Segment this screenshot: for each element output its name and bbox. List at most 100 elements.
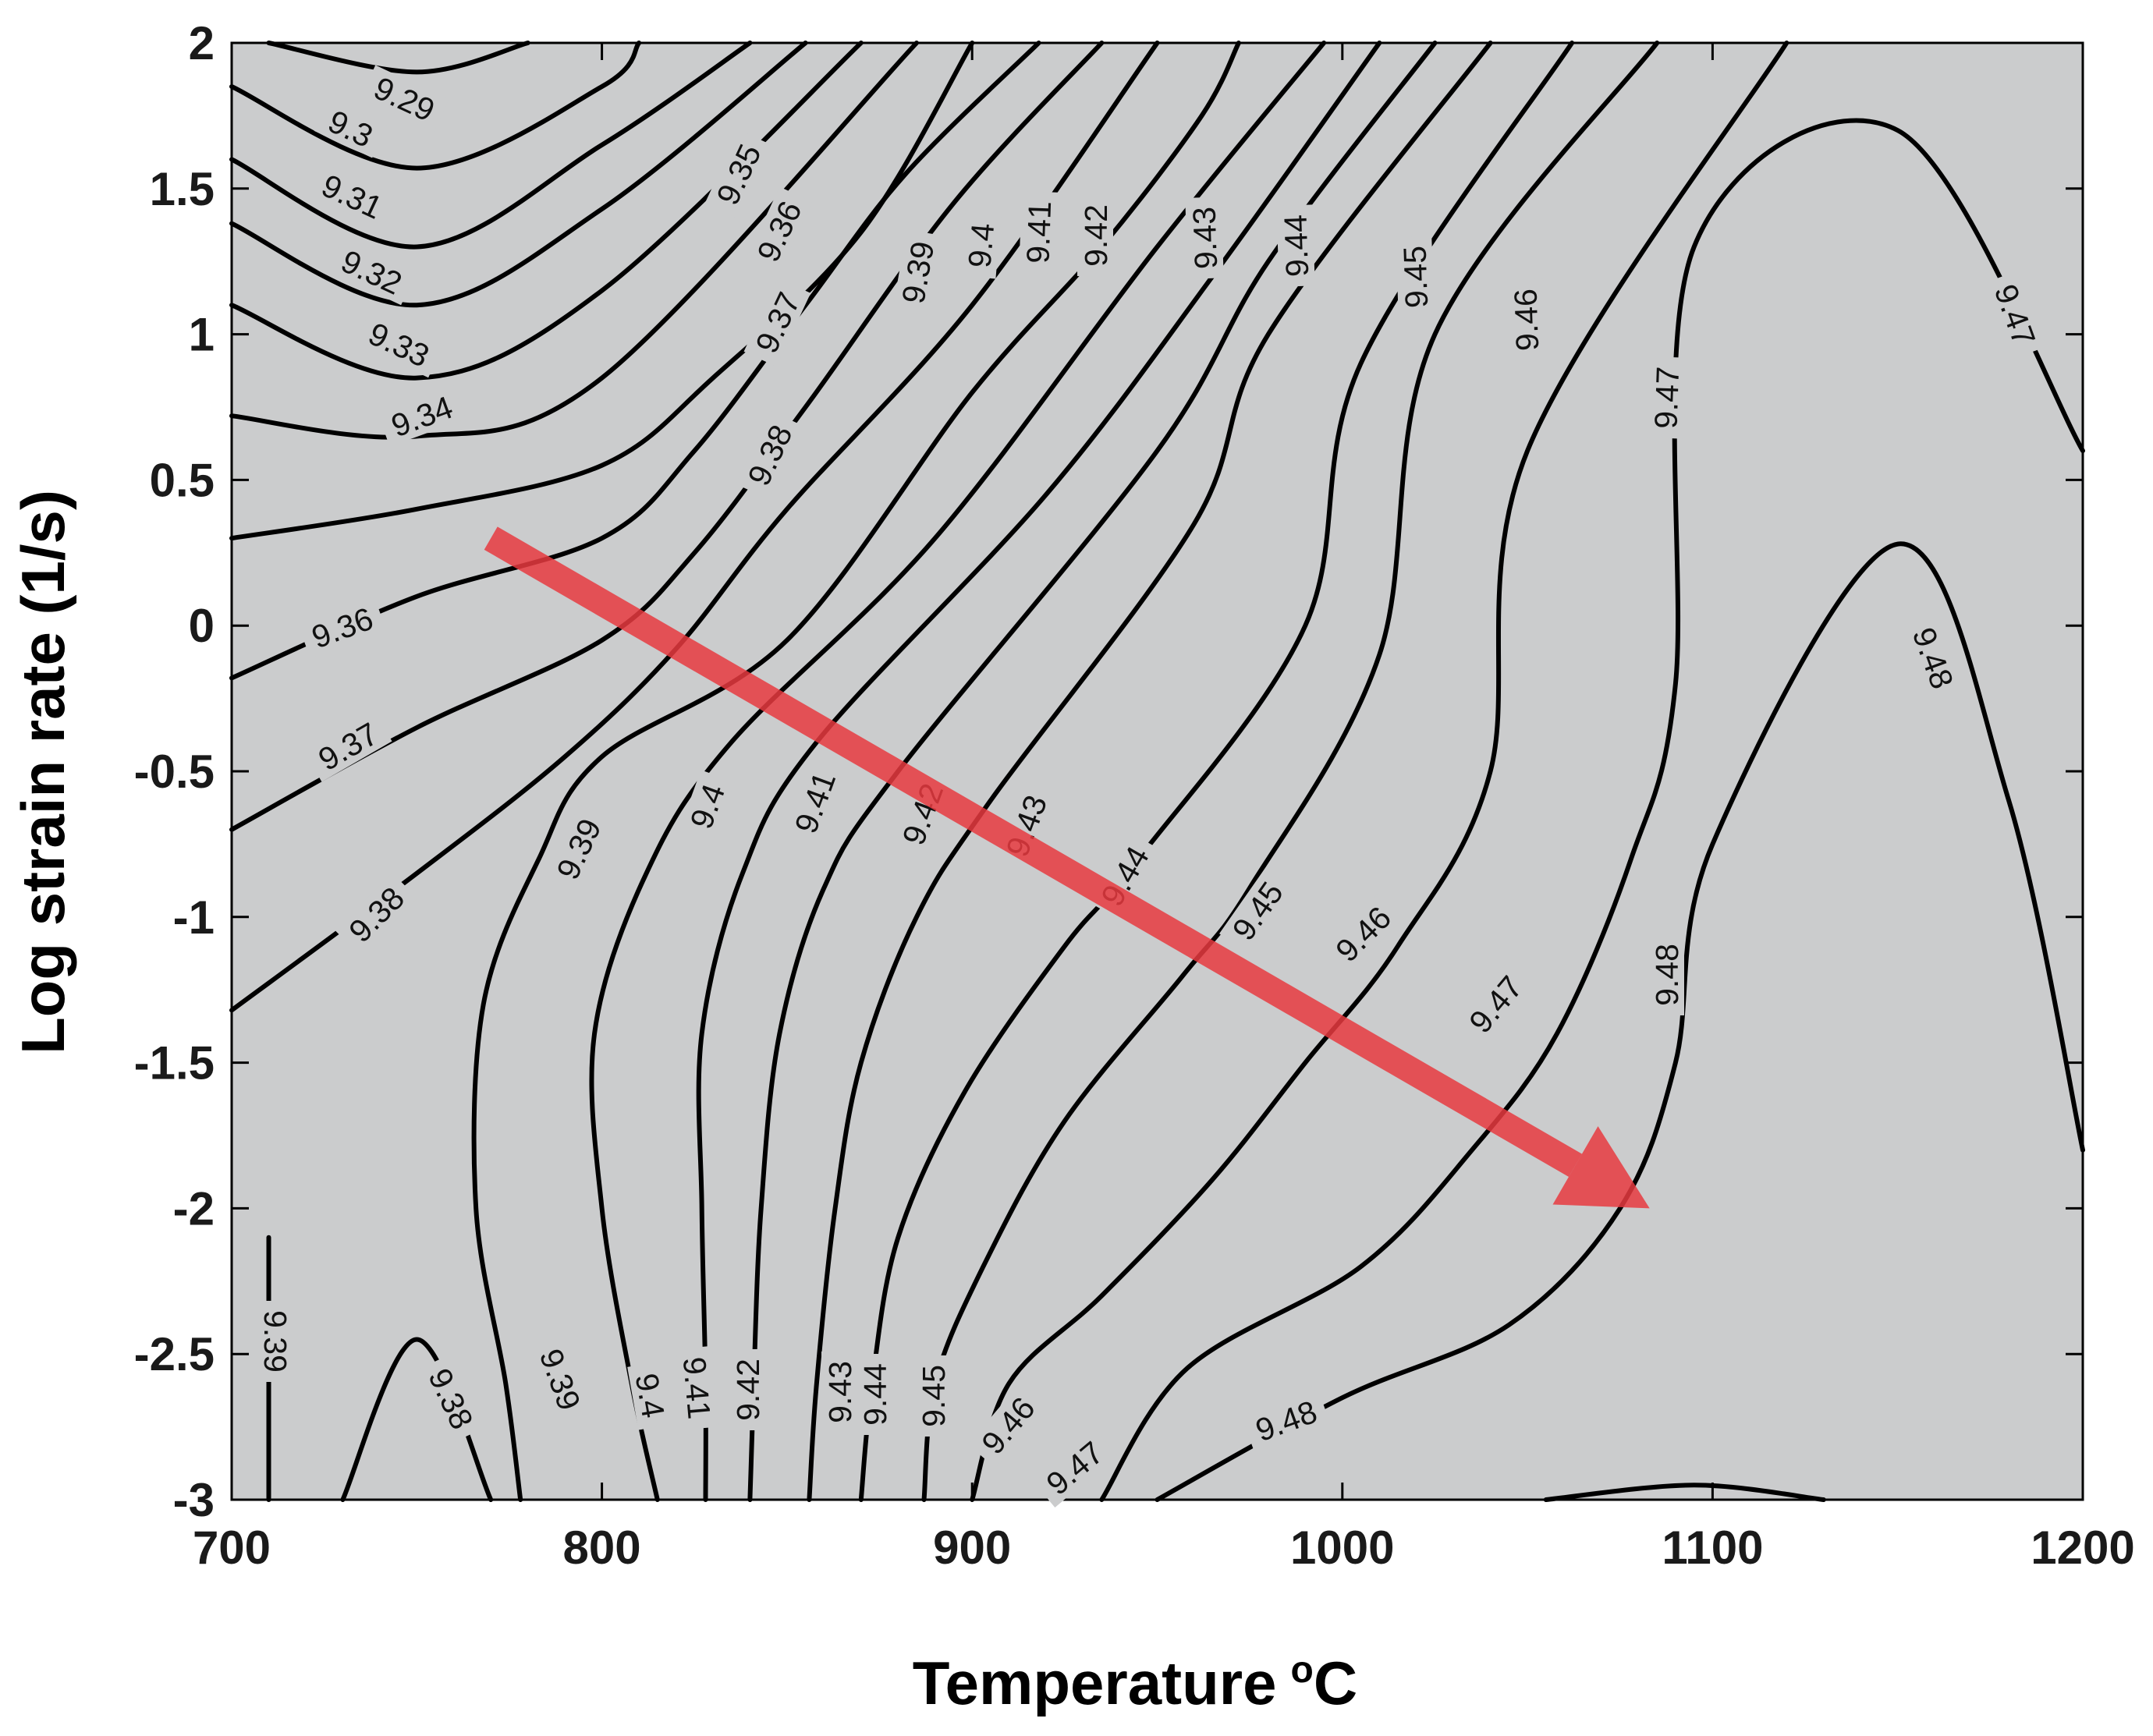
contour-label-18: 9.47 — [1647, 356, 1686, 439]
arrow-head — [1552, 1126, 1650, 1209]
contour-label-gap — [307, 162, 397, 230]
contour-line-8 — [229, 41, 1105, 832]
contour-label-gap — [314, 98, 388, 158]
contour-label-gap — [704, 129, 772, 219]
contour-label-text: 9.46 — [1507, 288, 1545, 351]
contour-label-gap — [1219, 866, 1296, 955]
contour-label-gap — [679, 770, 735, 843]
contour-line-14 — [696, 41, 1382, 1502]
y-tick-label: -2.5 — [134, 1328, 215, 1380]
contour-label-gap — [377, 384, 466, 447]
contour-label-gap — [1185, 197, 1224, 279]
trend-arrow — [484, 526, 1650, 1209]
y-tick-label: 1 — [189, 309, 215, 361]
contour-label-text: 9.43 — [822, 1361, 858, 1423]
x-tick-label: 900 — [933, 1522, 1011, 1574]
y-tick-label: 2 — [189, 17, 215, 69]
contour-line-16 — [807, 41, 1493, 1502]
contour-label-24: 9.4 — [679, 770, 735, 843]
contour-label-43: 9.46 — [967, 1382, 1048, 1469]
contour-label-gap — [335, 873, 418, 956]
contour-label-11: 9.4 — [959, 211, 1002, 279]
contour-label-gap — [544, 804, 612, 894]
contour-line-1 — [266, 41, 530, 75]
arrow-shaft — [484, 526, 1583, 1178]
contour-label-gap — [676, 1345, 719, 1430]
contour-label-gap — [736, 410, 803, 500]
x-tick-label: 1200 — [2031, 1522, 2134, 1574]
contour-line-5 — [229, 41, 919, 440]
contour-label-gap — [417, 1354, 485, 1444]
contour-label-42: 9.45 — [915, 1355, 952, 1437]
contour-label-gap — [1648, 934, 1684, 1015]
contour-label-15: 9.44 — [1276, 204, 1315, 287]
y-tick-label: -3 — [173, 1474, 215, 1526]
contour-label-gap — [327, 238, 417, 306]
x-tick-label: 1000 — [1290, 1522, 1394, 1574]
contour-label-40: 9.43 — [821, 1352, 858, 1433]
contour-label-gap — [743, 278, 811, 367]
contour-label-text: 9.48 — [1649, 944, 1685, 1006]
y-tick-label: -1.5 — [134, 1037, 215, 1089]
contour-label-37: 9.4 — [627, 1360, 674, 1430]
y-tick-label: 1.5 — [150, 163, 215, 215]
contour-label-gap — [1647, 356, 1686, 439]
contour-label-gap — [1903, 613, 1965, 703]
contour-label-gap — [530, 1334, 592, 1424]
contour-label-22: 9.38 — [335, 873, 418, 956]
contour-line-18 — [921, 41, 1660, 1502]
contour-label-gap — [258, 1301, 294, 1382]
y-axis-ticks: 2 1.5 1 0.5 0 -0.5 -1 -1.5 -2 -2.5 -3 — [134, 17, 2083, 1526]
contour-label-gap — [745, 186, 813, 276]
contour-label-gap — [1077, 195, 1113, 276]
contour-line-11 — [340, 1337, 494, 1502]
contour-label-12: 9.41 — [1019, 191, 1058, 274]
x-axis-label-degree: o — [1291, 1649, 1314, 1691]
contour-label-text: 9.42 — [730, 1359, 766, 1421]
contour-label-gap — [1506, 278, 1545, 361]
contour-label-gap — [1396, 236, 1435, 318]
contour-label-text: 9.42 — [1078, 204, 1114, 267]
contour-label-gap — [1276, 204, 1315, 287]
x-axis-ticks: 700 800 900 1000 1100 1200 — [193, 43, 2135, 1574]
contour-label-gap — [821, 1352, 857, 1433]
contour-label-gap — [1031, 1427, 1118, 1507]
contour-label-gap — [297, 596, 387, 658]
contour-label-17: 9.46 — [1506, 278, 1545, 361]
contour-label-text: 9.44 — [1277, 214, 1315, 277]
contour-label-41: 9.44 — [857, 1354, 893, 1435]
contour-label-16: 9.45 — [1396, 236, 1435, 318]
x-axis-label: Temperature oC — [913, 1649, 1357, 1717]
contour-label-text: 9.41 — [676, 1355, 718, 1421]
x-axis-label-text: Temperature — [913, 1649, 1277, 1717]
contour-label-gap — [303, 710, 392, 782]
contour-label-13: 9.42 — [1077, 195, 1114, 276]
contour-label-gap — [967, 1382, 1048, 1469]
contour-label-gap — [892, 229, 942, 316]
x-tick-label: 800 — [563, 1522, 641, 1574]
plot-area — [230, 41, 2084, 1501]
contour-label-gap — [915, 1355, 951, 1437]
x-axis-label-unit: C — [1314, 1649, 1357, 1717]
contour-label-gap — [1019, 191, 1058, 274]
x-tick-label: 700 — [193, 1522, 271, 1574]
x-tick-label: 1100 — [1662, 1522, 1763, 1574]
y-tick-label: -1 — [173, 891, 215, 944]
contour-line-20 — [1099, 118, 2085, 1502]
contour-label-text: 9.43 — [1186, 206, 1224, 269]
contour-line-21 — [1155, 541, 2085, 1502]
contour-line-2 — [229, 41, 753, 250]
contour-line-3 — [229, 41, 808, 308]
contour-label-34: 9.39 — [257, 1301, 294, 1382]
y-axis-label: Log strain rate (1/s) — [9, 490, 77, 1054]
contour-line-4 — [229, 41, 864, 381]
contour-label-gap — [783, 757, 846, 847]
contour-label-gap — [729, 1349, 765, 1430]
contour-label-text: 9.39 — [257, 1310, 293, 1373]
y-tick-label: 0.5 — [150, 454, 215, 506]
contour-label-text: 9.4 — [629, 1370, 672, 1420]
contour-line-7 — [229, 41, 1041, 681]
contour-line-15 — [747, 41, 1438, 1502]
y-tick-label: 0 — [189, 600, 215, 652]
contour-label-39: 9.42 — [729, 1349, 766, 1430]
